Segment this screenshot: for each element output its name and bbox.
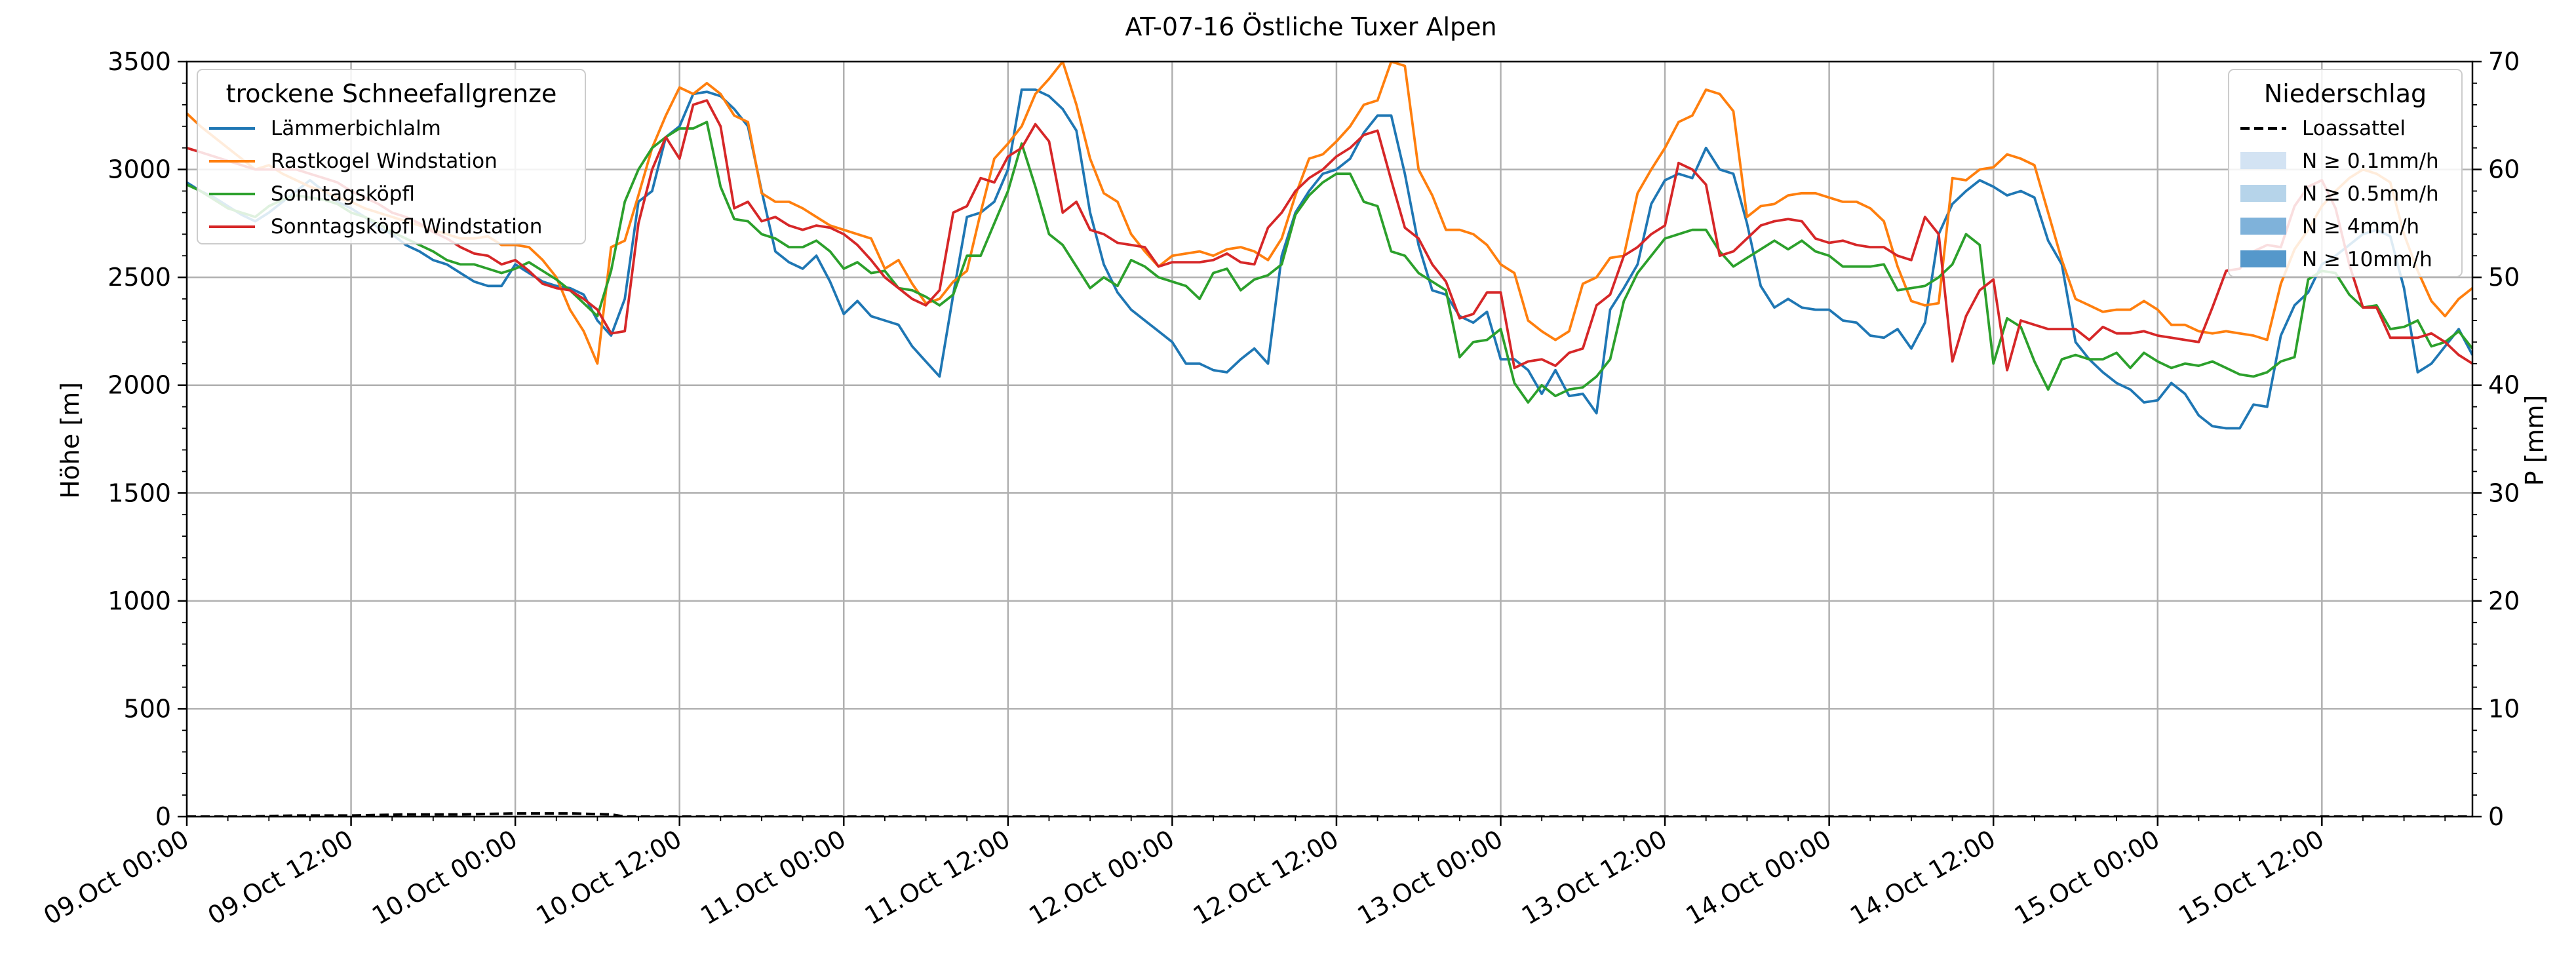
legend-right-entry: Loassattel bbox=[2302, 117, 2406, 140]
y2-tick-label: 30 bbox=[2488, 478, 2520, 507]
legend-right-title: Niederschlag bbox=[2264, 79, 2427, 108]
y2-tick-label: 60 bbox=[2488, 155, 2520, 184]
y-tick-label: 3000 bbox=[107, 155, 171, 184]
series-line-1 bbox=[187, 62, 2472, 365]
legend-left-entry: Lämmerbichlalm bbox=[271, 117, 441, 140]
y-tick-label: 1000 bbox=[107, 587, 171, 615]
legend-left-entry: Sonntagsköpfl Windstation bbox=[271, 215, 542, 239]
legend-left-box bbox=[197, 69, 586, 244]
y2-tick-label: 50 bbox=[2488, 263, 2520, 292]
legend-right-entry: N ≥ 0.1mm/h bbox=[2302, 149, 2439, 173]
plot-frame bbox=[185, 60, 2474, 818]
legend-left-entry: Rastkogel Windstation bbox=[271, 149, 498, 173]
legend-right-swatch bbox=[2240, 218, 2286, 235]
y2-tick-label: 70 bbox=[2488, 47, 2520, 76]
y-tick-label: 0 bbox=[155, 802, 171, 831]
chart-title: AT-07-16 Östliche Tuxer Alpen bbox=[1125, 12, 1496, 41]
y-tick-label: 1500 bbox=[107, 478, 171, 507]
legend-right-entry: N ≥ 4mm/h bbox=[2302, 215, 2419, 239]
legend-right-swatch bbox=[2240, 250, 2286, 267]
legend-right-box bbox=[2228, 69, 2463, 277]
legends: trockene Schneefallgrenze Lämmerbichlalm R… bbox=[197, 69, 2463, 277]
legend-left-entry: Sonntagsköpfl bbox=[271, 182, 415, 206]
y-tick-label: 2000 bbox=[107, 371, 171, 400]
y-axis-label: Höhe [m] bbox=[56, 382, 85, 499]
legend-right-swatch bbox=[2240, 185, 2286, 202]
y-tick-label: 3500 bbox=[107, 47, 171, 76]
legend-left-title: trockene Schneefallgrenze bbox=[226, 79, 557, 108]
legend-right-entry: N ≥ 10mm/h bbox=[2302, 248, 2432, 271]
y-tick-label: 2500 bbox=[107, 263, 171, 292]
legend-right-entry: N ≥ 0.5mm/h bbox=[2302, 182, 2439, 206]
y2-tick-label: 0 bbox=[2488, 802, 2504, 831]
y2-tick-label: 20 bbox=[2488, 587, 2520, 615]
y2-tick-label: 40 bbox=[2488, 371, 2520, 400]
y2-axis-label: P [mm] bbox=[2520, 395, 2549, 486]
legend-right-swatch bbox=[2240, 152, 2286, 169]
series-line-2 bbox=[187, 121, 2472, 404]
y-tick-label: 500 bbox=[123, 694, 171, 723]
y2-tick-label: 10 bbox=[2488, 694, 2520, 723]
series-line-3 bbox=[187, 99, 2472, 372]
series-lines bbox=[187, 62, 2472, 817]
